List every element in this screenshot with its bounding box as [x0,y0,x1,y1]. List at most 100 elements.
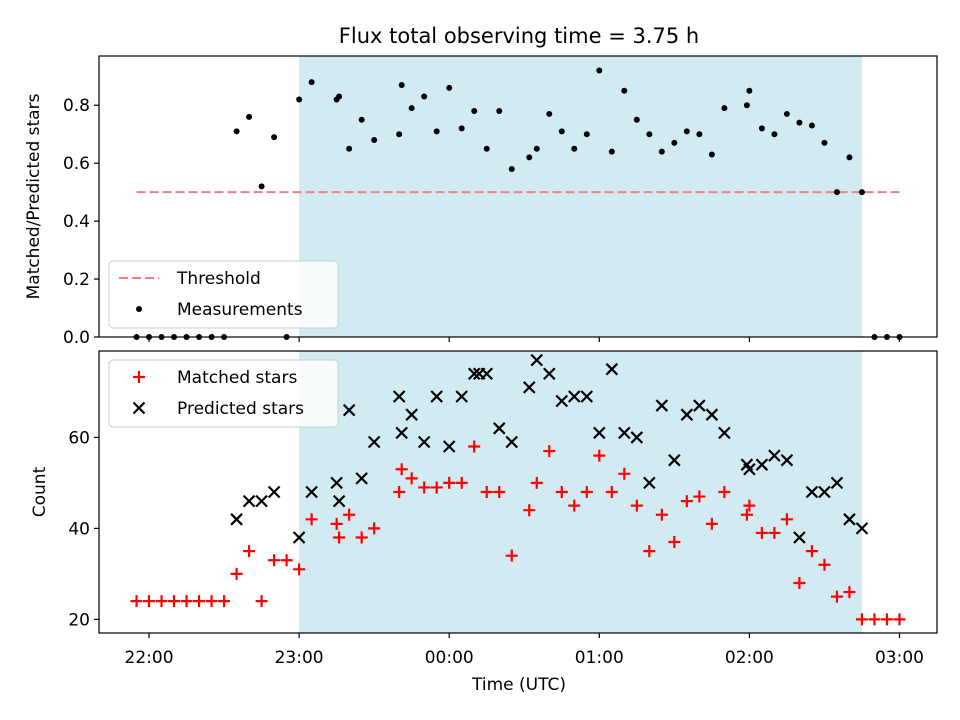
data-point [408,105,415,112]
data-point [621,87,628,94]
legend-dot-swatch [136,306,142,312]
data-point [858,189,865,196]
data-point [493,486,506,498]
data-point [696,131,703,138]
data-point [630,431,644,444]
data-point [421,93,428,100]
data-point [143,595,156,608]
data-point [267,485,281,499]
data-point [358,116,365,123]
legend: Threshold Measurements [108,260,339,329]
data-point [458,125,465,132]
data-point [233,128,240,135]
data-point [523,504,536,517]
data-point [643,545,656,558]
data-point [643,476,656,490]
data-point [255,494,268,508]
data-point [558,128,565,135]
data-point [880,613,893,626]
data-point [543,445,556,458]
data-point [442,440,456,453]
data-point [258,183,265,190]
data-point [743,499,756,512]
data-point [330,517,343,530]
data-point [793,576,806,589]
data-point [655,399,669,412]
data-point [218,595,231,608]
data-point [843,513,856,526]
data-point [530,353,544,367]
data-point [830,476,844,490]
data-point [580,486,593,498]
data-point [455,390,468,403]
y-tick-label: 20 [68,610,90,630]
data-point [480,486,493,498]
count-panel: 20 40 60 Count 22:00 23:00 00:00 01:00 02:00 03:0… [30,350,938,668]
legend-label: Matched stars [177,368,297,388]
data-point [443,476,456,489]
data-point [343,508,356,521]
data-point [508,165,515,172]
data-point [808,122,815,129]
data-point [708,151,715,158]
data-point [405,408,418,421]
data-point [168,595,181,608]
data-point [405,472,418,485]
data-point [293,563,306,576]
data-point [230,513,243,526]
x-tick-label: 03:00 [875,648,924,668]
data-point [718,426,731,440]
data-point [346,145,353,152]
x-tick-label: 00:00 [425,648,474,668]
data-point [830,590,843,603]
data-point [367,435,381,449]
data-point [655,508,668,521]
ratio-panel: 0.0 0.2 0.4 0.6 0.8 Matched/Predicted stars Th… [24,55,938,348]
data-point [843,586,856,599]
data-point [180,595,193,608]
data-point [783,110,790,117]
data-point [683,128,690,135]
legend: Matched stars Predicted stars [108,359,339,428]
y-tick-label: 0.6 [63,154,90,174]
data-point [155,595,168,608]
data-point [855,522,869,535]
data-point [758,125,765,132]
data-point [693,490,706,503]
data-point [395,463,408,476]
data-point [392,390,406,403]
data-point [796,119,803,126]
legend-box [108,359,339,428]
data-point [780,453,794,467]
series-matched-stars [130,440,906,626]
legend-plus-swatch [133,371,145,383]
data-point [471,108,478,115]
x-axis-label: Time (UTC) [471,675,566,695]
axes-frame [98,55,938,338]
data-point [492,422,506,435]
data-point [755,526,768,539]
data-point [718,486,731,498]
y-tick-label: 60 [68,428,90,448]
data-point [618,426,631,440]
data-point [755,458,769,471]
data-point [368,522,381,535]
data-point [818,485,831,499]
series-predicted-stars [230,353,869,544]
x-tick-label: 23:00 [275,648,324,668]
legend-label: Threshold [176,269,261,289]
data-point [680,495,693,508]
data-point [242,494,256,508]
data-point [305,513,318,526]
data-point [455,476,468,489]
data-point [296,96,303,103]
data-point [833,189,840,196]
observing-window-shade [299,351,862,633]
data-point [205,595,218,608]
axes-frame [98,350,938,634]
data-point [533,145,540,152]
data-point [336,93,343,100]
data-point [596,67,603,74]
data-point [668,536,681,549]
